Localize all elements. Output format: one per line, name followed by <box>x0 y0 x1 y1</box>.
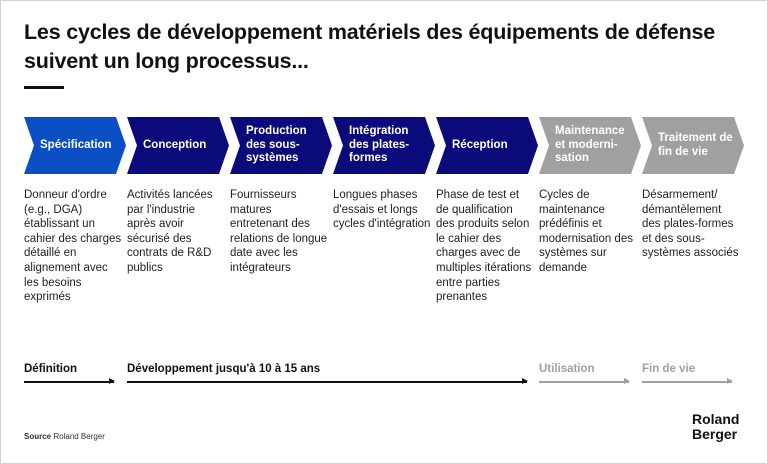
chevron-shape <box>127 117 229 174</box>
page-title: Les cycles de développement matériels de… <box>24 20 716 73</box>
chevron-shape <box>642 117 744 174</box>
stage-description: Activités lancées par l'industrie après … <box>127 189 213 274</box>
stage-chevron: Conception <box>127 117 229 174</box>
phase-arrow <box>127 378 528 384</box>
phase-arrow <box>539 378 630 384</box>
stage-description: Phase de test et de qualification des pr… <box>436 189 532 304</box>
source-text: Roland Berger <box>53 432 105 441</box>
stage-label: Maintenance et moderni-sation <box>555 125 625 165</box>
title-rule <box>24 86 64 89</box>
chevron-shape <box>24 117 126 174</box>
phase-arrow <box>24 378 115 384</box>
phase-label: Utilisation <box>539 363 595 375</box>
stage-label: Production des sous-systèmes <box>246 125 307 165</box>
phase-arrow <box>642 378 733 384</box>
stage-label: Conception <box>143 138 207 151</box>
chevron-shape <box>539 117 641 174</box>
chevron-shape <box>436 117 538 174</box>
roland-berger-logo: Roland Berger <box>692 412 748 442</box>
phase-label: Développement jusqu'à 10 à 15 ans <box>127 363 321 375</box>
phase-label: Fin de vie <box>642 363 696 375</box>
stage-label: Spécification <box>40 138 112 151</box>
stage-chevron: Spécification <box>24 117 126 174</box>
stage-chevron: Production des sous-systèmes <box>230 117 332 174</box>
stage-chevron: Traitement de fin de vie <box>642 117 744 174</box>
stage-description: Fournisseurs matures entretenant des rel… <box>230 189 328 274</box>
chevron-shape <box>230 117 332 174</box>
logo-text: Roland Berger <box>692 411 740 442</box>
stage-description: Longues phases d'essais et longs cycles … <box>333 189 431 231</box>
stage-chevron: Réception <box>436 117 538 174</box>
stage-chevron: Intégration des plates-formes <box>333 117 435 174</box>
phase-label: Définition <box>24 363 78 375</box>
stage-description: Donneur d'ordre (e.g., DGA) établissant … <box>24 189 122 304</box>
chevron-shape <box>333 117 435 174</box>
stage-chevron: Maintenance et moderni-sation <box>539 117 641 174</box>
source-note: Source Roland Berger <box>24 432 105 441</box>
stage-label: Traitement de fin de vie <box>658 132 733 158</box>
stage-description: Désarmement/ démantèlement des plates-fo… <box>642 189 739 260</box>
stage-label: Réception <box>452 138 508 151</box>
stage-description: Cycles de maintenance prédéfinis et mode… <box>539 189 633 274</box>
source-prefix: Source <box>24 432 52 441</box>
stage-label: Intégration des plates-formes <box>349 125 410 165</box>
